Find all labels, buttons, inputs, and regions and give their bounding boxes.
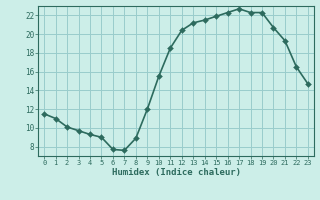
X-axis label: Humidex (Indice chaleur): Humidex (Indice chaleur) xyxy=(111,168,241,177)
